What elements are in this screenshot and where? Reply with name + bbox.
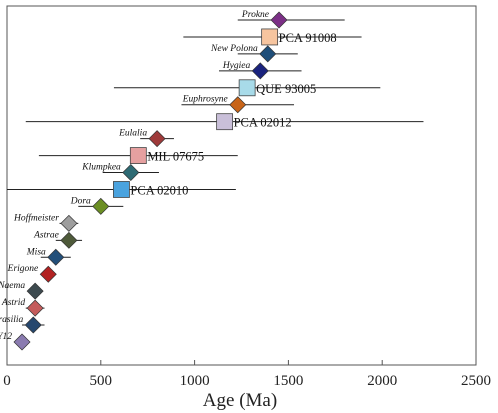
meteorite-label: QUE 93005 (256, 82, 316, 96)
asteroid-marker (47, 248, 65, 266)
asteroid-marker (60, 214, 78, 232)
asteroid-label: Astrae (33, 230, 59, 240)
x-tick-label: 1000 (180, 373, 210, 389)
asteroid-label: Naema (0, 281, 25, 291)
asteroid-label: Eulalia (118, 129, 147, 139)
asteroid-marker (122, 164, 140, 182)
asteroid-marker (60, 231, 78, 249)
plot-frame (6, 5, 477, 366)
asteroid-marker (24, 316, 42, 334)
data-markers (13, 11, 288, 351)
x-tick-label: 1500 (273, 373, 303, 389)
error-bars (7, 19, 424, 343)
asteroid-label: Klumpkea (81, 163, 121, 173)
asteroid-marker (13, 333, 31, 351)
asteroid-marker (26, 299, 44, 317)
meteorite-label: PCA 02010 (130, 183, 188, 197)
meteorite-marker (129, 147, 147, 164)
asteroid-label: Euphrosyne (182, 95, 228, 105)
meteorite-label: MIL 07675 (147, 150, 204, 164)
asteroid-label: Astrid (1, 298, 25, 308)
asteroid-marker (270, 11, 288, 29)
x-tick-label: 0 (3, 373, 11, 389)
asteroid-marker (259, 45, 277, 63)
x-axis-title: Age (Ma) (203, 390, 277, 411)
asteroid-marker (39, 265, 57, 283)
asteroid-marker (26, 282, 44, 300)
x-axis-ticks: 0 500 1000 1500 2000 2500 (3, 360, 491, 389)
meteorite-label: PCA 91008 (279, 31, 337, 45)
meteorite-marker (238, 79, 256, 97)
asteroid-label: Misa (26, 247, 46, 257)
point-labels: Prokne PCA 91008 New Polona Hygiea QUE 93005… (0, 10, 337, 342)
asteroid-label: Brasilia (0, 315, 24, 325)
meteorite-label: PCA 02012 (234, 116, 292, 130)
asteroid-label: Prokne (241, 10, 269, 20)
asteroid-label: Dora (70, 196, 91, 206)
x-tick-label: 2500 (461, 373, 491, 389)
x-tick-label: 2000 (367, 373, 397, 389)
asteroid-marker (148, 130, 166, 148)
asteroid-marker (92, 197, 110, 215)
asteroid-marker (251, 62, 269, 80)
meteorite-marker (113, 181, 130, 198)
asteroid-label: Erigone (7, 264, 39, 274)
meteorite-marker (216, 113, 234, 131)
meteorite-marker (261, 28, 279, 46)
asteroid-label: Hoffmeister (13, 212, 59, 223)
asteroid-marker (229, 96, 247, 114)
plot-border (6, 5, 477, 366)
x-tick-label: 500 (90, 373, 113, 389)
asteroid-label: 1993FY12 (0, 332, 12, 342)
asteroid-label: Hygiea (222, 61, 251, 71)
asteroid-label: New Polona (210, 44, 258, 54)
